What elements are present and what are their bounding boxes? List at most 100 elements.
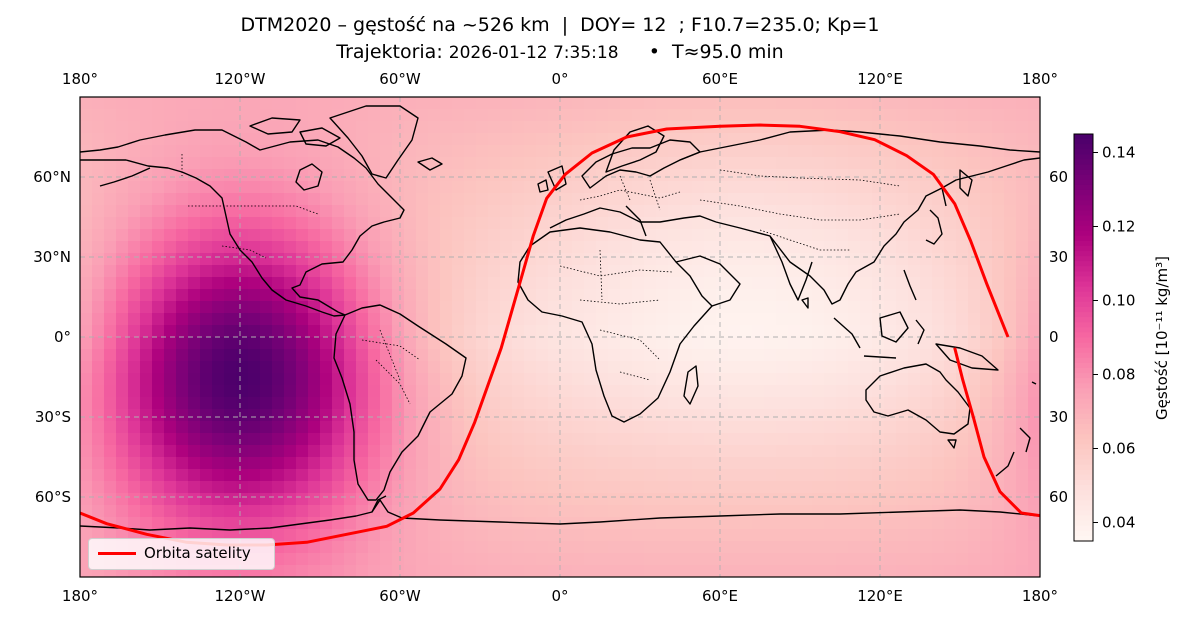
density-cell [104, 397, 117, 410]
density-cell [956, 301, 969, 314]
density-cell [500, 541, 513, 554]
density-cell [176, 193, 189, 206]
density-cell [500, 253, 513, 266]
density-cell [608, 217, 621, 230]
density-cell [164, 493, 177, 506]
density-cell [152, 481, 165, 494]
density-cell [716, 193, 729, 206]
density-cell [164, 385, 177, 398]
density-cell [584, 565, 597, 577]
density-cell [824, 325, 837, 338]
density-cell [212, 133, 225, 146]
density-cell [956, 517, 969, 530]
density-cell [512, 529, 525, 542]
density-cell [200, 409, 213, 422]
density-cell [152, 493, 165, 506]
density-cell [92, 457, 105, 470]
density-cell [452, 397, 465, 410]
density-cell [692, 361, 705, 374]
density-cell [740, 397, 753, 410]
density-cell [92, 145, 105, 158]
density-cell [824, 289, 837, 302]
density-cell [440, 397, 453, 410]
density-cell [656, 433, 669, 446]
density-cell [812, 97, 825, 110]
density-cell [728, 493, 741, 506]
density-cell [812, 109, 825, 122]
density-cell [236, 253, 249, 266]
density-cell [536, 445, 549, 458]
density-cell [368, 553, 381, 566]
density-cell [452, 325, 465, 338]
density-cell [320, 505, 333, 518]
density-cell [692, 505, 705, 518]
density-cell [728, 409, 741, 422]
density-cell [980, 493, 993, 506]
density-cell [656, 469, 669, 482]
density-cell [380, 325, 393, 338]
density-cell [584, 409, 597, 422]
density-cell [908, 241, 921, 254]
density-cell [848, 229, 861, 242]
trajectory-segment-1 [80, 123, 1010, 547]
density-cell [380, 349, 393, 362]
density-cell [212, 397, 225, 410]
density-cell [956, 337, 969, 350]
density-cell [164, 193, 177, 206]
density-cell [776, 517, 789, 530]
density-cell [452, 433, 465, 446]
density-cell [356, 553, 369, 566]
density-cell [896, 337, 909, 350]
density-cell [992, 205, 1005, 218]
density-cell [896, 493, 909, 506]
density-cell [884, 517, 897, 530]
density-cell [428, 361, 441, 374]
density-cell [944, 529, 957, 542]
density-cell [776, 529, 789, 542]
density-cell [872, 337, 885, 350]
density-cell [932, 493, 945, 506]
density-cell [800, 181, 813, 194]
density-cell [452, 421, 465, 434]
density-cell [596, 325, 609, 338]
density-cell [188, 313, 201, 326]
density-cell [716, 349, 729, 362]
density-cell [848, 505, 861, 518]
density-cell [164, 409, 177, 422]
density-cell [92, 325, 105, 338]
density-cell [320, 157, 333, 170]
density-cell [440, 265, 453, 278]
density-cell [464, 361, 477, 374]
density-cell [536, 133, 549, 146]
density-cell [488, 253, 501, 266]
density-cell [656, 277, 669, 290]
density-cell [584, 109, 597, 122]
density-cell [1028, 253, 1040, 266]
density-cell [416, 313, 429, 326]
density-cell [824, 241, 837, 254]
density-cell [800, 565, 813, 577]
density-cell [104, 253, 117, 266]
density-cell [416, 217, 429, 230]
density-cell [632, 421, 645, 434]
density-cell [704, 517, 717, 530]
density-cell [128, 205, 141, 218]
density-cell [764, 325, 777, 338]
density-cell [680, 385, 693, 398]
density-cell [452, 205, 465, 218]
density-cell [524, 505, 537, 518]
borneo [879, 311, 909, 343]
density-cell [932, 109, 945, 122]
density-cell [140, 361, 153, 374]
density-cell [392, 457, 405, 470]
density-cell [740, 265, 753, 278]
density-cell [632, 361, 645, 374]
density-cell [80, 517, 93, 530]
density-cell [932, 409, 945, 422]
density-cell [116, 229, 129, 242]
density-cell [236, 421, 249, 434]
density-cell [788, 205, 801, 218]
density-cell [668, 373, 681, 386]
density-cell [932, 277, 945, 290]
density-cell [716, 541, 729, 554]
